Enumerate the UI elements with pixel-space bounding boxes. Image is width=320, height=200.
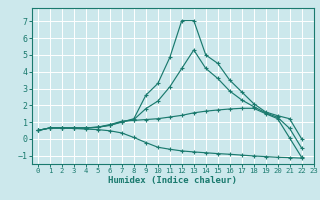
X-axis label: Humidex (Indice chaleur): Humidex (Indice chaleur): [108, 176, 237, 185]
